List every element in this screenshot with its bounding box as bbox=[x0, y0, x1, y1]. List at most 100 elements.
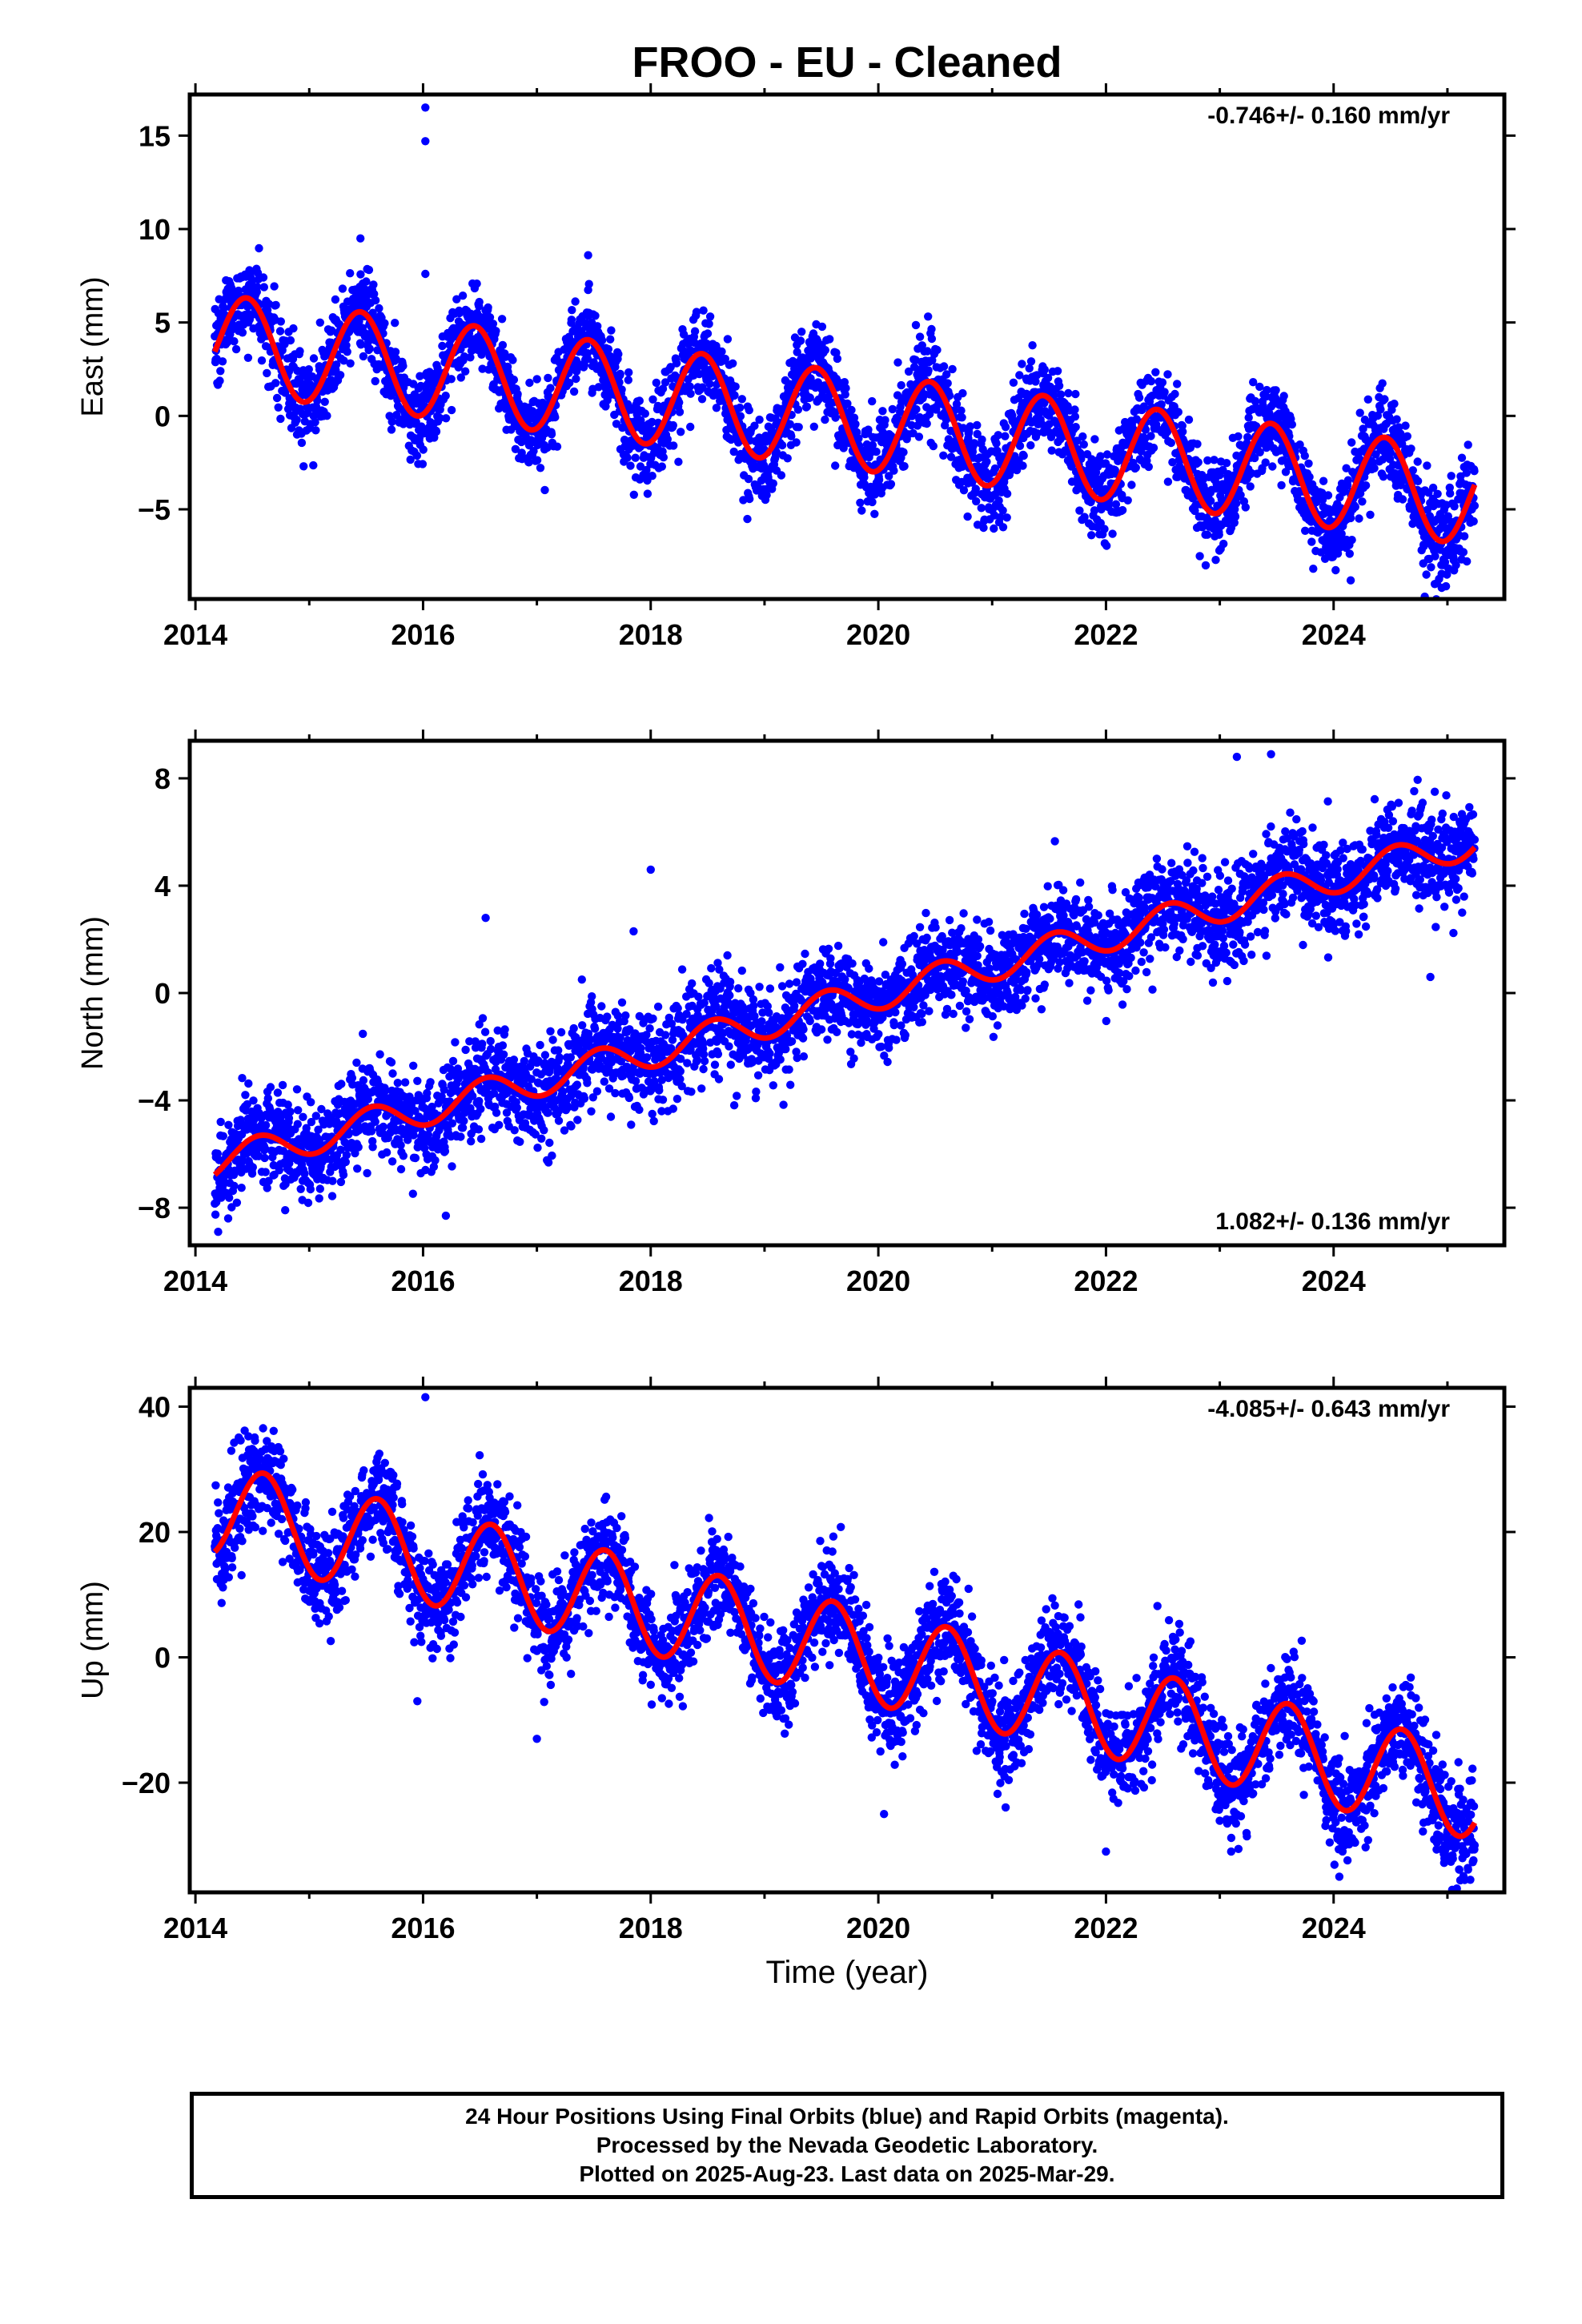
data-point bbox=[382, 1148, 391, 1157]
data-point bbox=[311, 426, 320, 435]
data-point bbox=[387, 417, 396, 426]
data-point bbox=[1251, 396, 1260, 406]
data-point bbox=[498, 340, 508, 350]
data-point bbox=[466, 353, 475, 362]
data-point bbox=[797, 328, 806, 336]
data-point bbox=[461, 1045, 470, 1055]
data-point bbox=[1151, 368, 1160, 376]
y-tick-label: 0 bbox=[155, 400, 171, 432]
data-point bbox=[511, 444, 520, 453]
data-point bbox=[497, 315, 507, 324]
data-point bbox=[1279, 392, 1288, 400]
data-point bbox=[247, 276, 257, 285]
data-point bbox=[833, 354, 842, 364]
data-point bbox=[263, 1184, 271, 1192]
data-point bbox=[792, 438, 801, 447]
data-point bbox=[703, 329, 713, 338]
data-point bbox=[1090, 435, 1099, 444]
data-point bbox=[447, 405, 456, 415]
data-point bbox=[365, 344, 374, 353]
data-point bbox=[484, 303, 492, 312]
data-point bbox=[1343, 476, 1353, 485]
data-point bbox=[889, 466, 898, 475]
data-point bbox=[292, 1085, 302, 1094]
data-point bbox=[516, 1137, 524, 1147]
data-point bbox=[1351, 502, 1360, 512]
data-point bbox=[342, 1151, 351, 1160]
data-point bbox=[495, 1120, 504, 1130]
data-point bbox=[276, 317, 285, 326]
data-point bbox=[1018, 461, 1027, 470]
data-point bbox=[922, 403, 931, 412]
data-point bbox=[1319, 476, 1328, 485]
data-point bbox=[1096, 452, 1105, 460]
data-point bbox=[391, 348, 400, 356]
data-point bbox=[744, 474, 753, 484]
data-point bbox=[567, 316, 576, 324]
data-point bbox=[299, 1112, 307, 1122]
data-point bbox=[669, 441, 678, 450]
data-point bbox=[448, 1056, 458, 1066]
data-point bbox=[793, 405, 803, 414]
data-point bbox=[309, 460, 318, 470]
data-point bbox=[1447, 472, 1456, 480]
data-point bbox=[648, 417, 656, 427]
data-point bbox=[996, 513, 1005, 522]
data-point bbox=[508, 356, 517, 364]
x-tick-label: 2020 bbox=[846, 618, 910, 651]
data-point bbox=[1440, 557, 1450, 567]
data-point bbox=[640, 409, 649, 418]
data-point bbox=[1277, 480, 1286, 490]
data-point bbox=[533, 1144, 542, 1152]
data-point bbox=[223, 1214, 233, 1223]
data-point bbox=[864, 425, 873, 434]
data-point bbox=[990, 464, 1000, 473]
data-point bbox=[293, 1120, 302, 1128]
data-point bbox=[1028, 341, 1037, 350]
data-point bbox=[971, 485, 981, 493]
data-point bbox=[1255, 448, 1264, 456]
outlier-point bbox=[584, 251, 592, 259]
data-point bbox=[669, 420, 677, 430]
y-tick-label: 15 bbox=[139, 119, 171, 152]
data-point bbox=[375, 1050, 384, 1059]
data-point bbox=[485, 313, 495, 322]
data-point bbox=[755, 415, 764, 424]
data-point bbox=[1355, 408, 1364, 417]
data-point bbox=[860, 472, 869, 482]
data-point bbox=[244, 1079, 253, 1088]
data-point bbox=[263, 368, 271, 378]
data-point bbox=[355, 317, 363, 326]
data-point bbox=[1195, 552, 1204, 561]
x-tick-label: 2024 bbox=[1302, 618, 1366, 651]
data-point bbox=[1318, 489, 1327, 497]
data-point bbox=[1075, 506, 1084, 515]
data-point bbox=[899, 448, 908, 456]
data-point bbox=[729, 359, 737, 368]
data-point bbox=[486, 1036, 495, 1046]
data-point bbox=[929, 441, 938, 451]
data-point bbox=[959, 486, 969, 495]
data-point bbox=[796, 336, 805, 345]
data-point bbox=[261, 1168, 270, 1176]
data-point bbox=[387, 1157, 397, 1166]
data-point bbox=[270, 282, 279, 291]
data-point bbox=[1166, 438, 1176, 448]
data-point bbox=[436, 413, 444, 423]
data-point bbox=[923, 347, 932, 356]
data-point bbox=[692, 308, 701, 316]
data-point bbox=[973, 429, 982, 439]
data-point bbox=[1423, 461, 1431, 470]
data-point bbox=[1096, 519, 1106, 528]
data-point bbox=[1203, 530, 1212, 539]
data-point bbox=[1144, 462, 1154, 472]
data-point bbox=[1231, 513, 1240, 521]
data-point bbox=[831, 461, 840, 470]
data-point bbox=[438, 341, 447, 351]
data-point bbox=[1018, 360, 1026, 368]
data-point bbox=[335, 320, 344, 329]
data-point bbox=[474, 1125, 484, 1134]
data-point bbox=[456, 1132, 465, 1141]
data-point bbox=[1118, 505, 1127, 515]
